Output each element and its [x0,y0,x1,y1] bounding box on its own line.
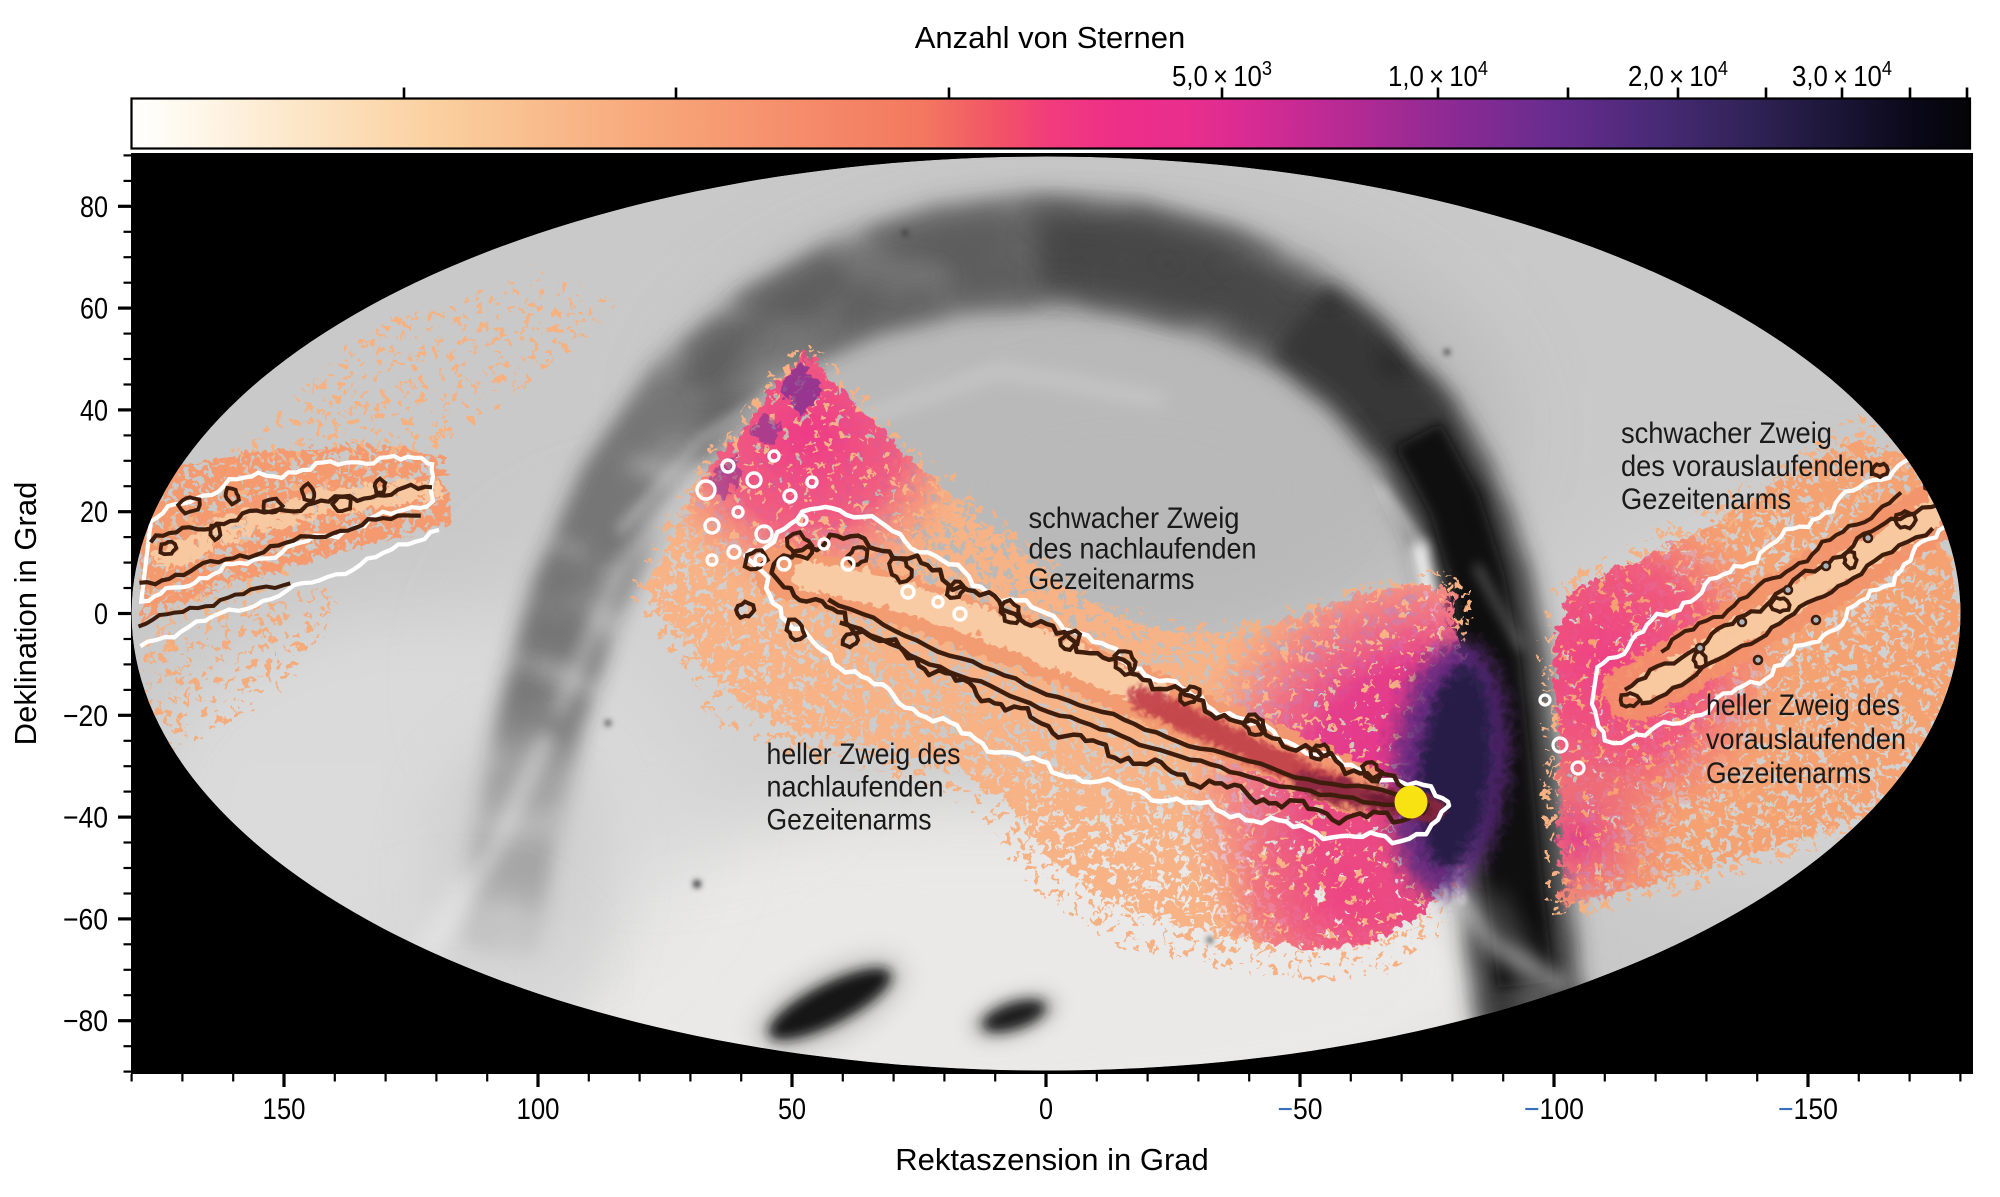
svg-text:−50: −50 [1278,1093,1323,1126]
svg-text:−40: −40 [63,802,108,835]
svg-text:Gezeitenarms: Gezeitenarms [1029,563,1195,596]
svg-text:50: 50 [778,1093,806,1126]
svg-text:des vorauslaufenden: des vorauslaufenden [1621,450,1874,483]
svg-text:heller Zweig des: heller Zweig des [1706,689,1900,722]
svg-text:Rektaszension in Grad: Rektaszension in Grad [895,1142,1209,1177]
svg-text:des nachlaufenden: des nachlaufenden [1029,533,1257,566]
svg-text:Gezeitenarms: Gezeitenarms [1621,483,1791,516]
svg-text:1,0 × 104: 1,0 × 104 [1388,57,1488,93]
svg-text:−60: −60 [63,903,108,936]
svg-text:80: 80 [80,191,108,224]
svg-text:3,0 × 104: 3,0 × 104 [1792,57,1892,93]
svg-text:150: 150 [263,1093,306,1126]
svg-text:Deklination in Grad: Deklination in Grad [8,482,43,746]
svg-text:nachlaufenden: nachlaufenden [767,771,944,804]
svg-text:schwacher Zweig: schwacher Zweig [1029,502,1240,535]
svg-text:vorauslaufenden: vorauslaufenden [1706,723,1906,756]
svg-text:100: 100 [517,1093,560,1126]
svg-text:−20: −20 [63,700,108,733]
svg-text:2,0 × 104: 2,0 × 104 [1628,57,1728,93]
svg-text:−80: −80 [63,1005,108,1038]
svg-text:0: 0 [1039,1093,1053,1126]
svg-text:Anzahl von Sternen: Anzahl von Sternen [915,20,1186,55]
svg-text:20: 20 [80,496,108,529]
svg-text:−100: −100 [1524,1093,1584,1126]
svg-text:Gezeitenarms: Gezeitenarms [1706,757,1871,790]
svg-text:40: 40 [80,394,108,427]
svg-text:5,0 × 103: 5,0 × 103 [1172,57,1272,93]
svg-text:Gezeitenarms: Gezeitenarms [767,803,932,836]
svg-text:schwacher Zweig: schwacher Zweig [1621,417,1832,450]
svg-text:60: 60 [80,293,108,326]
svg-text:0: 0 [94,598,108,631]
svg-text:−150: −150 [1778,1093,1838,1126]
svg-text:heller Zweig des: heller Zweig des [767,738,961,771]
